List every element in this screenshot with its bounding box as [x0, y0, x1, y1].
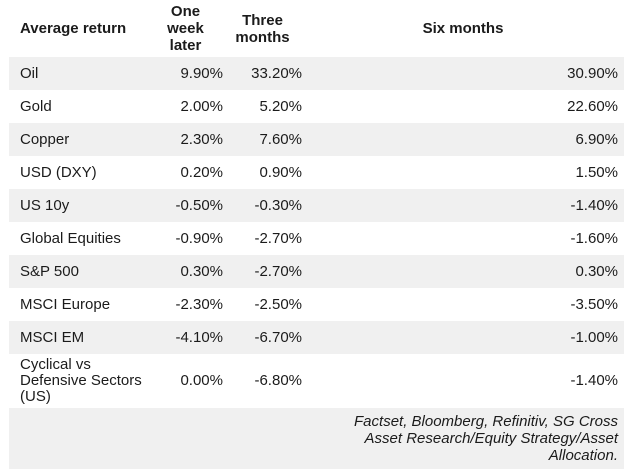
three-months-value-cell: 5.20%: [223, 90, 302, 123]
three-months-value-cell: -2.70%: [223, 222, 302, 255]
col-header-three-months-label: Three months: [235, 11, 290, 46]
col-header-one-week-later: One week later: [148, 0, 223, 57]
one-week-value-cell: 0.00%: [148, 354, 223, 408]
one-week-value-cell: -4.10%: [148, 321, 223, 354]
one-week-value-cell: 9.90%: [148, 57, 223, 90]
col-header-one-week-later-label: One week later: [167, 3, 204, 54]
one-week-value-cell: -0.90%: [148, 222, 223, 255]
asset-name-cell: Global Equities: [9, 222, 148, 255]
three-months-value-cell: -0.30%: [223, 189, 302, 222]
table-row: USD (DXY) 0.20% 0.90% 1.50%: [9, 156, 624, 189]
asset-name-cell: Copper: [9, 123, 148, 156]
six-months-value-cell: -1.40%: [302, 354, 624, 408]
one-week-value-cell: -0.50%: [148, 189, 223, 222]
six-months-value-cell: -3.50%: [302, 288, 624, 321]
col-header-average-return: Average return: [9, 0, 148, 57]
three-months-value-cell: -6.70%: [223, 321, 302, 354]
table-row: MSCI Europe -2.30% -2.50% -3.50%: [9, 288, 624, 321]
table-row: Oil 9.90% 33.20% 30.90%: [9, 57, 624, 90]
source-note: Factset, Bloomberg, Refinitiv, SG Cross …: [9, 408, 624, 469]
table-row: US 10y -0.50% -0.30% -1.40%: [9, 189, 624, 222]
six-months-value-cell: -1.40%: [302, 189, 624, 222]
asset-name-cell: Cyclical vs Defensive Sectors (US): [9, 354, 148, 408]
table-row: MSCI EM -4.10% -6.70% -1.00%: [9, 321, 624, 354]
table-row: Copper 2.30% 7.60% 6.90%: [9, 123, 624, 156]
six-months-value-cell: -1.00%: [302, 321, 624, 354]
table-row: Gold 2.00% 5.20% 22.60%: [9, 90, 624, 123]
three-months-value-cell: -2.70%: [223, 255, 302, 288]
six-months-value-cell: 30.90%: [302, 57, 624, 90]
asset-name-cell: Oil: [9, 57, 148, 90]
one-week-value-cell: 0.20%: [148, 156, 223, 189]
asset-name-cell: US 10y: [9, 189, 148, 222]
table-row: S&P 500 0.30% -2.70% 0.30%: [9, 255, 624, 288]
six-months-value-cell: 0.30%: [302, 255, 624, 288]
asset-name-cell: USD (DXY): [9, 156, 148, 189]
asset-name-cell: Gold: [9, 90, 148, 123]
six-months-value-cell: -1.60%: [302, 222, 624, 255]
table-row: Global Equities -0.90% -2.70% -1.60%: [9, 222, 624, 255]
one-week-value-cell: 2.00%: [148, 90, 223, 123]
asset-name-cell: MSCI EM: [9, 321, 148, 354]
three-months-value-cell: -2.50%: [223, 288, 302, 321]
one-week-value-cell: -2.30%: [148, 288, 223, 321]
three-months-value-cell: 33.20%: [223, 57, 302, 90]
six-months-value-cell: 22.60%: [302, 90, 624, 123]
three-months-value-cell: -6.80%: [223, 354, 302, 408]
col-header-six-months: Six months: [302, 0, 624, 57]
header-row: Average return One week later Three mont…: [9, 0, 624, 57]
three-months-value-cell: 7.60%: [223, 123, 302, 156]
one-week-value-cell: 2.30%: [148, 123, 223, 156]
source-text: Factset, Bloomberg, Refinitiv, SG Cross …: [354, 413, 618, 464]
table-row: Cyclical vs Defensive Sectors (US) 0.00%…: [9, 354, 624, 408]
asset-name-cell: MSCI Europe: [9, 288, 148, 321]
three-months-value-cell: 0.90%: [223, 156, 302, 189]
one-week-value-cell: 0.30%: [148, 255, 223, 288]
asset-name-cell: S&P 500: [9, 255, 148, 288]
returns-table: Average return One week later Three mont…: [9, 0, 624, 408]
six-months-value-cell: 1.50%: [302, 156, 624, 189]
col-header-three-months: Three months: [223, 0, 302, 57]
six-months-value-cell: 6.90%: [302, 123, 624, 156]
